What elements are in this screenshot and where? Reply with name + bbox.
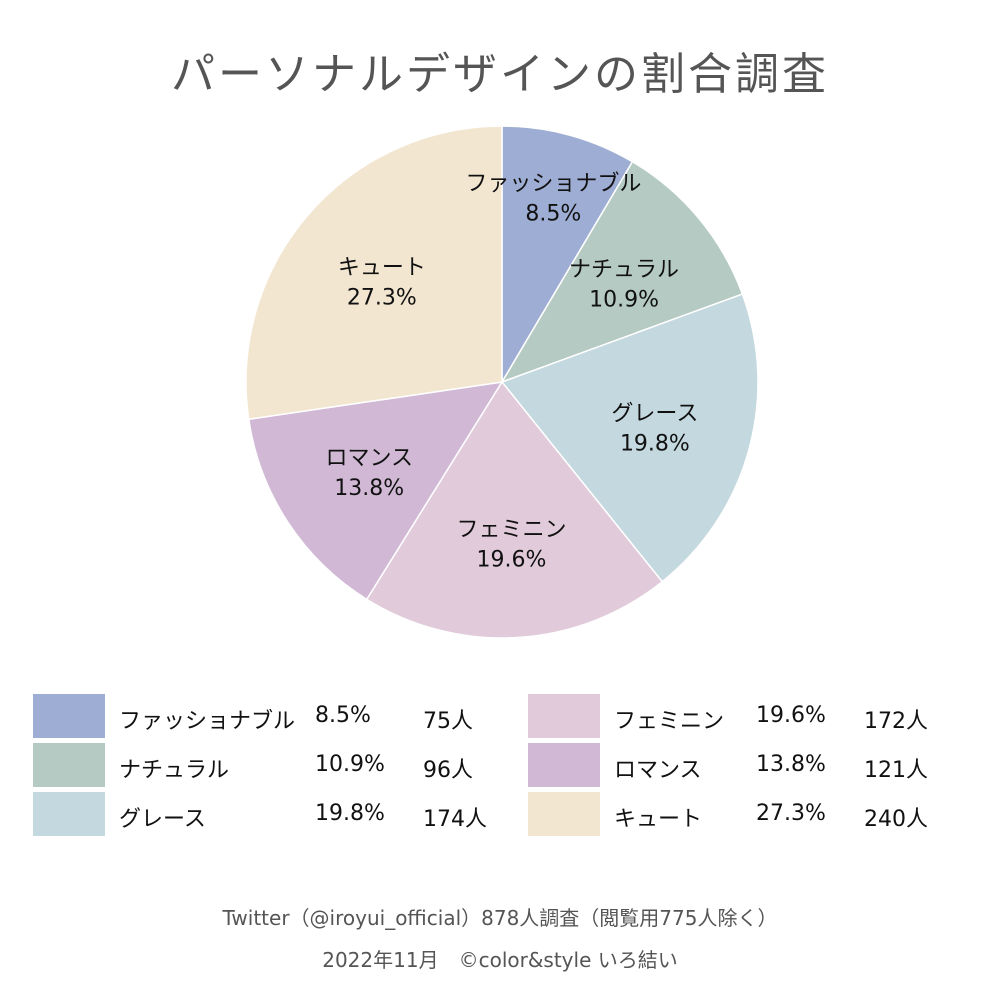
legend-count: 172人 — [864, 709, 928, 734]
legend-swatch — [528, 792, 600, 836]
pie-slice-1 — [500, 160, 744, 384]
page-title: パーソナルデザインの割合調査 — [171, 49, 829, 100]
legend-item: フェミニン 19.6% 172人 — [528, 694, 968, 738]
pie-slice-3 — [365, 380, 664, 639]
slice-label-percent-1: 10.9% — [589, 288, 659, 313]
slice-label-name-1: ナチュラル — [569, 258, 679, 283]
legend-percent: 8.5% — [315, 703, 371, 728]
pie-slice-0 — [501, 125, 634, 385]
pie-slice-2 — [500, 293, 759, 583]
legend-count: 96人 — [423, 758, 473, 783]
slice-label-name-5: キュート — [338, 255, 426, 280]
legend-count: 75人 — [423, 709, 473, 734]
slice-label-percent-4: 13.8% — [334, 476, 404, 501]
legend-item: ロマンス 13.8% 121人 — [528, 743, 968, 787]
legend-label: グレース — [119, 807, 206, 832]
legend-item: ナチュラル 10.9% 96人 — [33, 743, 473, 787]
slice-label-percent-0: 8.5% — [525, 201, 581, 226]
slice-label-name-0: ファッショナブル — [465, 171, 641, 196]
legend-swatch — [33, 694, 105, 738]
source-note: Twitter（@iroyui_official）878人調査（閲覧用775人除… — [222, 906, 778, 930]
legend-item: グレース 19.8% 174人 — [33, 792, 487, 836]
legend-item: ファッショナブル 8.5% 75人 — [33, 694, 473, 738]
legend-label: ロマンス — [614, 758, 702, 783]
legend-swatch — [33, 743, 105, 787]
slice-label-name-2: グレース — [611, 402, 698, 427]
legend-count: 121人 — [864, 758, 928, 783]
slice-label-percent-2: 19.8% — [620, 432, 690, 457]
pie-slice-5 — [245, 125, 503, 421]
slice-label-percent-3: 19.6% — [477, 547, 547, 572]
pie-slice-4 — [247, 381, 504, 601]
legend-label: フェミニン — [614, 709, 725, 734]
legend-swatch — [528, 743, 600, 787]
legend-swatch — [528, 694, 600, 738]
legend-percent: 27.3% — [756, 801, 826, 826]
credit-note: 2022年11月 ©color&style いろ結い — [322, 948, 678, 972]
legend-percent: 10.9% — [315, 752, 385, 777]
slice-label-name-4: ロマンス — [325, 446, 413, 471]
legend-swatch — [33, 792, 105, 836]
legend-item: キュート 27.3% 240人 — [528, 792, 968, 836]
legend-label: キュート — [614, 807, 703, 832]
slice-label-name-3: フェミニン — [456, 517, 566, 542]
legend-label: ファッショナブル — [119, 709, 296, 734]
legend-percent: 19.6% — [756, 703, 826, 728]
legend-percent: 19.8% — [315, 801, 385, 826]
pie-slice-labels: ファッショナブル 8.5% ナチュラル 10.9% グレース 19.8% フェミニン 19.6… — [325, 171, 698, 572]
slice-label-percent-5: 27.3% — [347, 285, 417, 310]
legend-count: 174人 — [423, 807, 487, 832]
legend-count: 240人 — [864, 807, 928, 832]
legend-label: ナチュラル — [119, 758, 230, 783]
pie-slices — [245, 125, 759, 639]
legend-percent: 13.8% — [756, 752, 826, 777]
